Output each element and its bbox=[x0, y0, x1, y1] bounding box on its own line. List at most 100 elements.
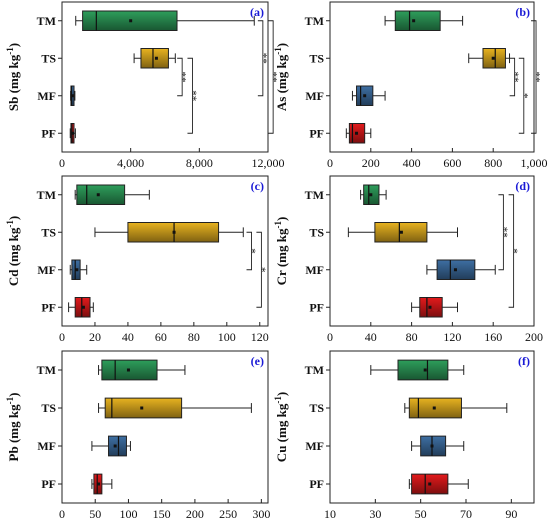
bracket-line bbox=[508, 194, 515, 308]
x-tick-label: 50 bbox=[89, 507, 101, 521]
significance-label: * bbox=[508, 248, 520, 254]
x-tick-label: 80 bbox=[188, 330, 200, 344]
category-label-ts: TS bbox=[41, 51, 56, 65]
box-mf bbox=[351, 85, 386, 106]
category-label-tm: TM bbox=[37, 188, 56, 202]
x-tick-label: 50 bbox=[415, 507, 427, 521]
x-tick-label: 600 bbox=[443, 156, 461, 170]
mean-marker bbox=[412, 19, 416, 23]
box-tm bbox=[384, 10, 464, 31]
x-tick-label: 800 bbox=[484, 156, 502, 170]
x-tick-label: 40 bbox=[365, 330, 377, 344]
category-label-mf: MF bbox=[305, 263, 324, 277]
mean-marker bbox=[428, 482, 432, 486]
x-tick-label: 0 bbox=[59, 330, 65, 344]
bracket-line bbox=[531, 20, 537, 134]
mean-marker bbox=[428, 305, 432, 309]
panel-tag: (e) bbox=[251, 354, 264, 368]
mean-marker bbox=[154, 56, 158, 60]
category-label-ts: TS bbox=[41, 401, 56, 415]
category-label-tm: TM bbox=[37, 14, 56, 28]
mean-marker bbox=[140, 406, 144, 410]
bracket-line bbox=[498, 194, 504, 271]
category-label-mf: MF bbox=[37, 263, 56, 277]
plot-frame bbox=[61, 350, 269, 504]
box-ts bbox=[404, 397, 508, 419]
mean-marker bbox=[430, 444, 434, 448]
panel-tag: (f) bbox=[518, 354, 530, 368]
category-label-pf: PF bbox=[309, 126, 324, 140]
category-label-tm: TM bbox=[37, 363, 56, 377]
box-ts bbox=[94, 222, 244, 243]
x-tick-label: 0 bbox=[59, 507, 65, 521]
significance-bracket: * bbox=[255, 231, 267, 308]
significance-label: ** bbox=[257, 53, 269, 64]
x-tick-label: 70 bbox=[460, 507, 472, 521]
box-tm bbox=[75, 10, 255, 31]
plot-frame bbox=[329, 350, 535, 504]
panel-cu: 10 30 50 70 90 TM TS MF PF Cu (mg kg-1) (f) bbox=[273, 350, 535, 521]
significance-label: ** bbox=[530, 72, 542, 83]
mean-marker bbox=[363, 94, 367, 98]
panel-tag: (d) bbox=[515, 179, 530, 193]
x-tick-label: 30 bbox=[369, 507, 381, 521]
category-label-tm: TM bbox=[305, 188, 324, 202]
mean-marker bbox=[423, 368, 427, 372]
iqr-box bbox=[108, 435, 127, 457]
category-label-ts: TS bbox=[309, 401, 324, 415]
significance-label: * bbox=[246, 248, 258, 254]
x-tick-label: 100 bbox=[218, 330, 236, 344]
panel-tag: (b) bbox=[515, 5, 530, 19]
significance-bracket: ** bbox=[186, 57, 198, 134]
category-label-mf: MF bbox=[305, 89, 324, 103]
mean-marker bbox=[129, 19, 133, 23]
iqr-box bbox=[394, 10, 441, 31]
mean-marker bbox=[172, 230, 176, 234]
x-tick-label: 80 bbox=[406, 330, 418, 344]
box-mf bbox=[411, 435, 465, 457]
x-tick-label: 400 bbox=[403, 156, 421, 170]
bracket-line bbox=[256, 231, 262, 308]
x-tick-label: 20 bbox=[89, 330, 101, 344]
mean-marker bbox=[491, 56, 495, 60]
x-tick-label: 8,000 bbox=[186, 156, 213, 170]
mean-marker bbox=[399, 230, 403, 234]
box-ts bbox=[347, 222, 458, 243]
significance-bracket: * bbox=[246, 231, 258, 271]
mean-marker bbox=[81, 305, 85, 309]
panel-pb: 0 50 100 150 200 250 300 TM TS MF PF Pb (mg kg-1) (e… bbox=[5, 350, 270, 521]
plot-frame bbox=[61, 175, 269, 327]
significance-label: * bbox=[518, 93, 530, 99]
bracket-line bbox=[187, 57, 193, 134]
category-label-mf: MF bbox=[305, 439, 324, 453]
y-axis-title: Cu (mg kg-1) bbox=[273, 392, 289, 462]
box-pf bbox=[68, 297, 94, 318]
significance-bracket: ** bbox=[176, 57, 188, 97]
category-label-mf: MF bbox=[37, 89, 56, 103]
box-pf bbox=[408, 473, 469, 495]
category-label-pf: PF bbox=[41, 300, 56, 314]
mean-marker bbox=[75, 268, 79, 272]
category-label-ts: TS bbox=[309, 51, 324, 65]
panel-tag: (a) bbox=[250, 5, 264, 19]
x-tick-label: 200 bbox=[186, 507, 204, 521]
x-tick-label: 60 bbox=[155, 330, 167, 344]
x-tick-label: 100 bbox=[119, 507, 137, 521]
category-label-mf: MF bbox=[37, 439, 56, 453]
box-mf bbox=[69, 259, 88, 280]
mean-marker bbox=[432, 406, 436, 410]
iqr-box bbox=[104, 397, 183, 419]
x-tick-label: 150 bbox=[153, 507, 171, 521]
significance-bracket: ** bbox=[267, 20, 279, 134]
iqr-box bbox=[76, 184, 126, 205]
box-mf bbox=[70, 85, 76, 106]
x-tick-label: 90 bbox=[505, 507, 517, 521]
y-axis-title: Pb (mg kg-1) bbox=[5, 393, 21, 462]
x-tick-label: 0 bbox=[59, 156, 65, 170]
iqr-box bbox=[140, 48, 169, 69]
x-tick-label: 10 bbox=[324, 507, 336, 521]
category-label-pf: PF bbox=[309, 300, 324, 314]
x-tick-label: 160 bbox=[484, 330, 502, 344]
y-axis-title: Cd (mg kg-1) bbox=[5, 216, 21, 286]
